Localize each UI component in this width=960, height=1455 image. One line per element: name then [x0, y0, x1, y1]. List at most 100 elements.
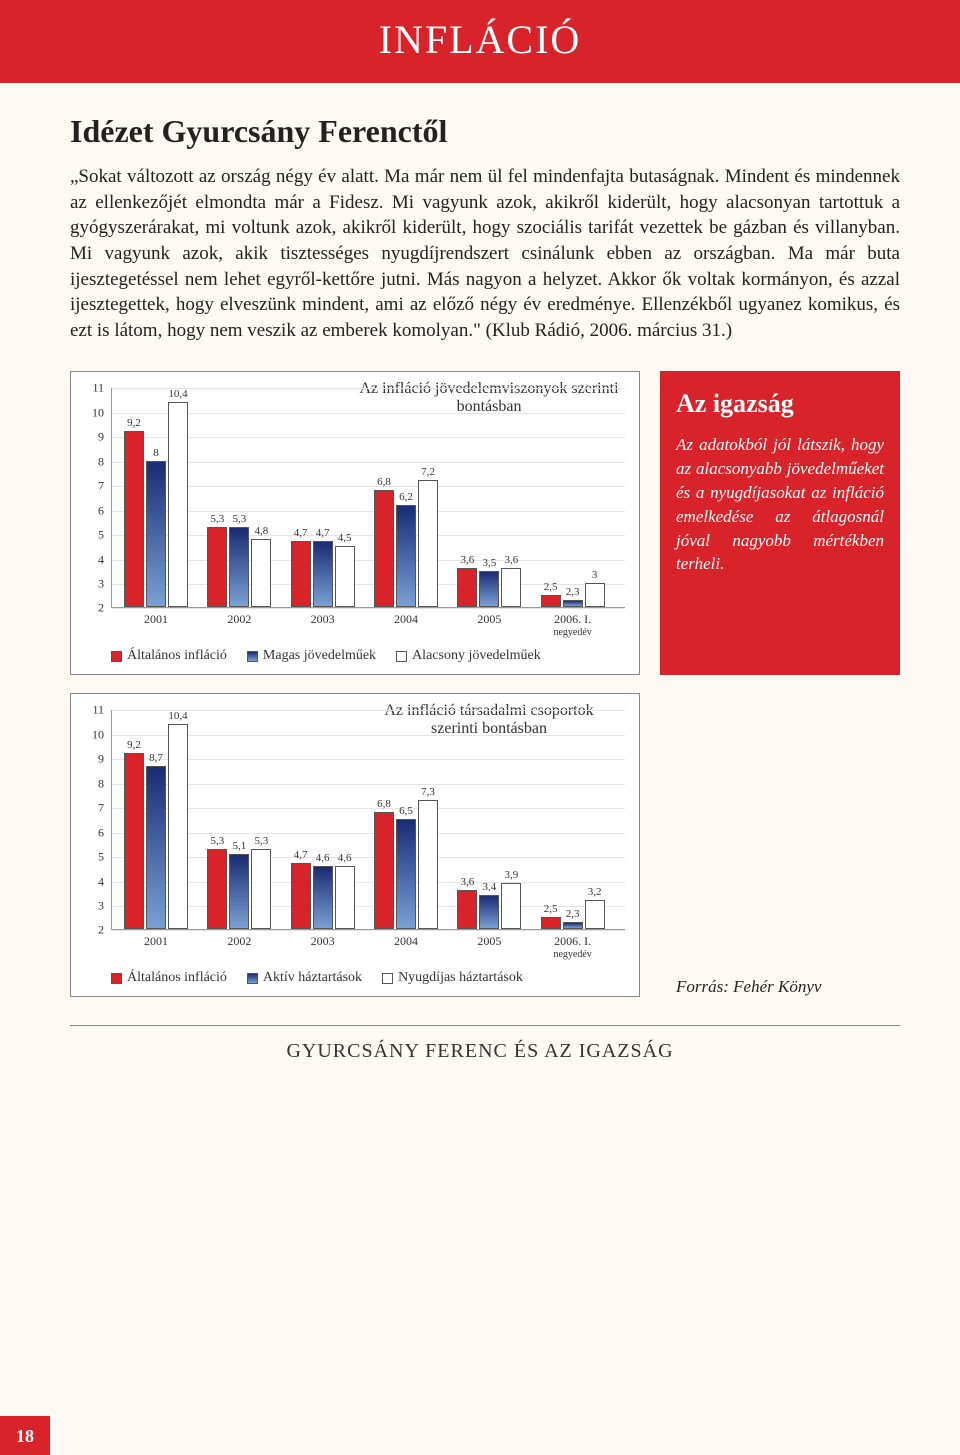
bar-group: 3,63,43,9	[457, 883, 521, 929]
bar-value-label: 4,6	[316, 852, 330, 864]
bar-value-label: 5,3	[232, 513, 246, 525]
bar: 4,7	[291, 541, 311, 607]
bar: 3,6	[501, 568, 521, 607]
gridline	[112, 857, 625, 858]
y-tick: 9	[98, 430, 104, 445]
gridline	[112, 784, 625, 785]
y-tick: 6	[98, 825, 104, 840]
bar: 2,5	[541, 595, 561, 607]
bar-value-label: 5,3	[254, 835, 268, 847]
chart-1-yticks: 234567891011	[82, 388, 108, 607]
legend-swatch	[247, 973, 258, 984]
gridline	[112, 437, 625, 438]
chart-row-2: Az infláció társadalmi csoportok szerint…	[70, 693, 900, 997]
x-label: 2004	[394, 934, 418, 949]
bar: 6,8	[374, 812, 394, 929]
bar: 5,3	[207, 527, 227, 608]
main-content: Idézet Gyurcsány Ferenctől „Sokat változ…	[0, 83, 960, 997]
bar-value-label: 7,2	[421, 466, 435, 478]
bar-group: 5,35,15,3	[207, 849, 271, 930]
gridline	[112, 413, 625, 414]
gridline	[112, 511, 625, 512]
x-label: 2001	[144, 934, 168, 949]
x-label: 2005	[477, 934, 501, 949]
bar-value-label: 2,3	[566, 908, 580, 920]
page-number: 18	[0, 1416, 50, 1455]
legend-swatch	[111, 973, 122, 984]
y-tick: 2	[98, 923, 104, 938]
x-label: 2001	[144, 612, 168, 627]
footer-text: GYURCSÁNY FERENC ÉS AZ IGAZSÁG	[0, 1040, 960, 1063]
bar-value-label: 5,1	[232, 840, 246, 852]
bar: 3,9	[501, 883, 521, 929]
bar-value-label: 4,5	[338, 532, 352, 544]
chart-2-legend: Általános infláció Aktív háztartások Nyugd…	[111, 970, 625, 986]
x-label: 2003	[311, 612, 335, 627]
y-tick: 10	[92, 727, 104, 742]
quote-body: „Sokat változott az ország négy év alatt…	[70, 164, 900, 343]
bar-value-label: 7,3	[421, 786, 435, 798]
bar-group: 6,86,27,2	[374, 480, 438, 607]
bar: 2,5	[541, 917, 561, 929]
x-label: 2004	[394, 612, 418, 627]
bar-group: 3,63,53,6	[457, 568, 521, 607]
y-tick: 9	[98, 752, 104, 767]
bar-value-label: 2,3	[566, 586, 580, 598]
bar-value-label: 3,9	[504, 869, 518, 881]
y-tick: 6	[98, 503, 104, 518]
bar: 3,6	[457, 568, 477, 607]
bar-value-label: 6,8	[377, 798, 391, 810]
y-tick: 11	[92, 381, 104, 396]
bar: 10,4	[168, 402, 188, 607]
gridline	[112, 486, 625, 487]
bar-value-label: 9,2	[127, 739, 141, 751]
y-tick: 10	[92, 405, 104, 420]
bar-value-label: 8	[153, 447, 159, 459]
legend-item: Magas jövedelműek	[247, 648, 376, 664]
bar-value-label: 4,8	[254, 525, 268, 537]
bar-value-label: 4,7	[294, 849, 308, 861]
bar-value-label: 6,2	[399, 491, 413, 503]
chart-2-xlabels: 200120022003200420052006. I.negyedév	[111, 934, 625, 962]
header-band: INFLÁCIÓ	[0, 0, 960, 83]
bar-value-label: 9,2	[127, 417, 141, 429]
y-tick: 4	[98, 552, 104, 567]
gridline	[112, 735, 625, 736]
legend-label: Általános infláció	[127, 970, 227, 986]
source-box: Forrás: Fehér Könyv	[660, 693, 900, 997]
source-text: Forrás: Fehér Könyv	[676, 977, 821, 997]
y-tick: 5	[98, 850, 104, 865]
x-label: 2005	[477, 612, 501, 627]
bar: 6,5	[396, 819, 416, 929]
legend-item: Nyugdíjas háztartások	[382, 970, 523, 986]
bar-value-label: 8,7	[149, 752, 163, 764]
bar-value-label: 6,5	[399, 805, 413, 817]
quote-title: Idézet Gyurcsány Ferenctől	[70, 113, 900, 150]
bar-value-label: 3,5	[482, 557, 496, 569]
bar-group: 6,86,57,3	[374, 800, 438, 930]
bar-group: 4,74,74,5	[291, 541, 355, 607]
bar-value-label: 3,6	[460, 554, 474, 566]
bar-value-label: 5,3	[210, 513, 224, 525]
bar: 7,2	[418, 480, 438, 607]
x-label: 2002	[227, 612, 251, 627]
bar: 7,3	[418, 800, 438, 930]
chart-1-legend: Általános inflációMagas jövedelműekAlacs…	[111, 648, 625, 664]
y-tick: 8	[98, 454, 104, 469]
y-tick: 3	[98, 899, 104, 914]
sidebar: Az igazság Az adatokból jól látszik, hog…	[660, 371, 900, 675]
y-tick: 8	[98, 776, 104, 791]
bar-value-label: 3,4	[482, 881, 496, 893]
gridline	[112, 833, 625, 834]
bar-value-label: 3,6	[460, 876, 474, 888]
bar: 3,2	[585, 900, 605, 929]
bar-group: 2,52,33	[541, 583, 605, 607]
chart-2-area: 234567891011 9,28,710,45,35,15,34,74,64,…	[111, 710, 625, 930]
gridline	[112, 560, 625, 561]
legend-item: Aktív háztartások	[247, 970, 362, 986]
y-tick: 7	[98, 801, 104, 816]
y-tick: 7	[98, 479, 104, 494]
x-label: 2002	[227, 934, 251, 949]
gridline	[112, 710, 625, 711]
chart-1-xlabels: 200120022003200420052006. I.negyedév	[111, 612, 625, 640]
